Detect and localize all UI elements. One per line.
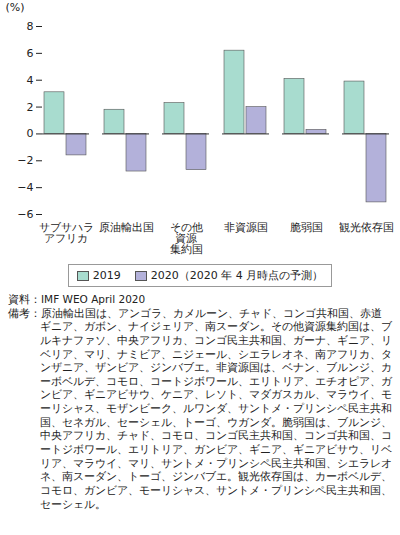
svg-text:8: 8 xyxy=(27,20,34,33)
svg-text:(%): (%) xyxy=(6,1,25,14)
html-text:2019: 2019 xyxy=(92,269,121,282)
html-text:資料：IMF WEO April 2020: 資料：IMF WEO April 2020 xyxy=(8,293,146,305)
svg-text:その他資源集約国: その他資源集約国 xyxy=(170,221,203,256)
svg-text:−2: −2 xyxy=(17,154,33,167)
svg-text:非資源国: 非資源国 xyxy=(224,221,268,234)
svg-text:2: 2 xyxy=(27,101,34,114)
svg-text:4: 4 xyxy=(27,74,34,87)
svg-text:脆弱国: 脆弱国 xyxy=(290,221,323,234)
svg-text:−6: −6 xyxy=(17,208,33,221)
svg-text:6: 6 xyxy=(27,47,34,60)
svg-text:−4: −4 xyxy=(17,181,33,194)
svg-text:サブサハラアフリカ: サブサハラアフリカ xyxy=(39,221,94,245)
html-text:備考：原油輸出国は、アンゴラ、カメルーン、チャド、コンゴ共和: 備考：原油輸出国は、アンゴラ、カメルーン、チャド、コンゴ共和国、赤道ギニア、ガボ… xyxy=(8,306,392,510)
html-text:2020（2020 年 4 月時点の予測）: 2020（2020 年 4 月時点の予測） xyxy=(150,269,324,282)
svg-text:0: 0 xyxy=(27,127,34,140)
svg-text:原油輸出国: 原油輸出国 xyxy=(99,221,154,234)
svg-text:観光依存国: 観光依存国 xyxy=(339,221,394,234)
